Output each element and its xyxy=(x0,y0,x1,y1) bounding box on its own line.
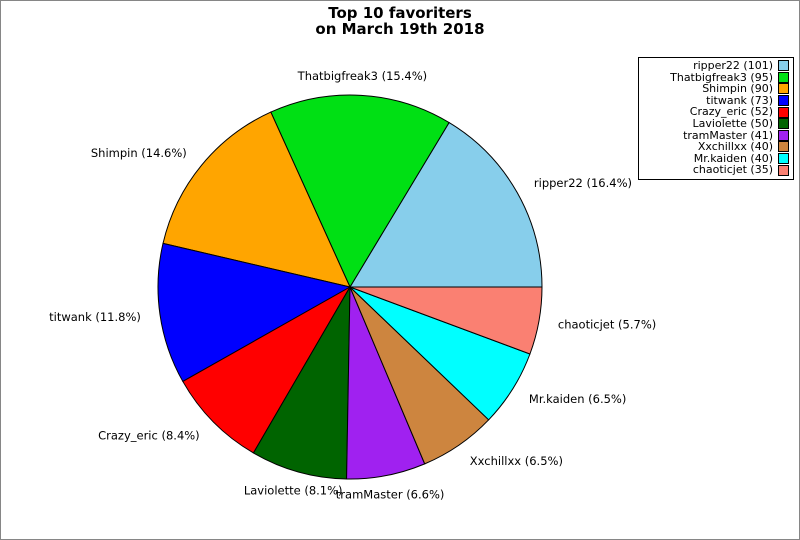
slice-label-chaoticjet: chaoticjet (5.7%) xyxy=(558,317,656,331)
legend-entry-label: Mr.kaiden (40) xyxy=(693,151,773,165)
legend-entry-label: chaoticjet (35) xyxy=(692,163,773,177)
legend-entry-label: Thatbigfreak3 (95) xyxy=(670,70,773,84)
legend-swatch xyxy=(778,141,789,153)
legend-entry-ripper22: ripper22 (101) xyxy=(641,60,789,72)
slice-label-Laviolette: Laviolette (8.1%) xyxy=(244,483,343,497)
legend-entry-label: Shimpin (90) xyxy=(702,82,773,96)
legend-swatch xyxy=(778,95,789,107)
legend-entry-label: tramMaster (41) xyxy=(683,128,773,142)
chart-title-line1: Top 10 favoriters xyxy=(328,4,472,22)
legend-swatch xyxy=(778,164,789,176)
pie-slice-Laviolette xyxy=(252,285,351,480)
legend-entry-Xxchillxx: Xxchillxx (40) xyxy=(641,141,789,153)
legend: ripper22 (101) Thatbigfreak3 (95) Shimpin … xyxy=(638,57,794,180)
slice-label-Xxchillxx: Xxchillxx (6.5%) xyxy=(470,454,563,468)
legend-entry-titwank: titwank (73) xyxy=(641,95,789,107)
slice-label-ripper22: ripper22 (16.4%) xyxy=(534,176,632,190)
legend-entry-Crazy_eric: Crazy_eric (52) xyxy=(641,106,789,118)
pie-slice-Shimpin xyxy=(162,111,351,288)
pie-slice-chaoticjet xyxy=(349,286,543,355)
legend-swatch xyxy=(778,129,789,141)
legend-entry-label: ripper22 (101) xyxy=(693,59,773,72)
slice-label-titwank: titwank (11.8%) xyxy=(49,310,141,324)
chart-title-line2: on March 19th 2018 xyxy=(315,20,485,38)
legend-entry-tramMaster: tramMaster (41) xyxy=(641,128,789,142)
legend-swatch xyxy=(778,153,789,165)
legend-swatch xyxy=(778,71,789,83)
chart-title: Top 10 favoriters on March 19th 2018 xyxy=(1,5,799,37)
legend-swatch xyxy=(778,106,789,118)
slice-label-Mr.kaiden: Mr.kaiden (6.5%) xyxy=(529,392,626,406)
slice-label-Thatbigfreak3: Thatbigfreak3 (15.4%) xyxy=(297,69,427,83)
legend-swatch xyxy=(778,60,789,72)
legend-entry-Thatbigfreak3: Thatbigfreak3 (95) xyxy=(641,70,789,84)
legend-entry-label: titwank (73) xyxy=(706,93,773,107)
legend-entry-Shimpin: Shimpin (90) xyxy=(641,83,789,95)
legend-entry-label: Xxchillxx (40) xyxy=(697,140,773,154)
legend-entry-Laviolette: Laviolette (50) xyxy=(641,118,789,130)
legend-entry-label: Crazy_eric (52) xyxy=(689,105,773,119)
pie-slice-ripper22 xyxy=(349,121,543,288)
pie-slice-titwank xyxy=(157,242,352,383)
legend-entry-chaoticjet: chaoticjet (35) xyxy=(641,164,789,176)
slice-label-Shimpin: Shimpin (14.6%) xyxy=(91,146,187,160)
pie-slice-Crazy_eric xyxy=(182,285,352,454)
legend-swatch xyxy=(778,118,789,130)
legend-swatch xyxy=(778,83,789,95)
legend-entry-Mr.kaiden: Mr.kaiden (40) xyxy=(641,153,789,165)
slice-label-Crazy_eric: Crazy_eric (8.4%) xyxy=(98,428,200,442)
legend-entry-label: Laviolette (50) xyxy=(692,116,773,130)
legend-rows: ripper22 (101) Thatbigfreak3 (95) Shimpin … xyxy=(641,60,789,176)
slice-label-tramMaster: tramMaster (6.6%) xyxy=(336,487,445,501)
pie-slice-Thatbigfreak3 xyxy=(270,94,450,289)
